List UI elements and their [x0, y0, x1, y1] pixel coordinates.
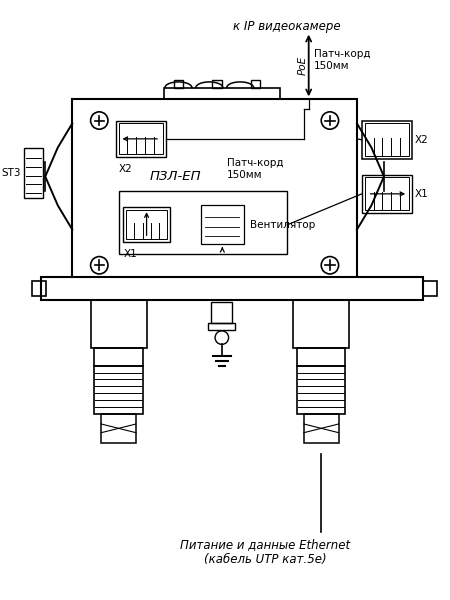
Text: PoE: PoE	[298, 56, 308, 75]
Bar	[304, 414, 338, 443]
Bar	[364, 178, 409, 210]
Text: Питание и данные Ethernet: Питание и данные Ethernet	[180, 538, 351, 551]
Text: к IP видеокамере: к IP видеокамере	[233, 20, 340, 33]
Bar	[364, 124, 409, 156]
Bar	[32, 281, 46, 296]
Text: ST3: ST3	[2, 167, 21, 178]
Bar	[126, 210, 167, 239]
Bar	[41, 277, 423, 300]
Text: X1: X1	[415, 189, 428, 199]
Bar	[293, 300, 349, 348]
Text: Патч-корд
150мм: Патч-корд 150мм	[227, 158, 283, 179]
Bar	[201, 205, 244, 244]
Text: X1: X1	[123, 249, 137, 259]
Bar	[362, 121, 412, 159]
Bar	[362, 175, 412, 213]
Bar	[119, 191, 288, 254]
Bar	[211, 302, 233, 323]
Bar	[123, 208, 170, 242]
Text: (кабель UTP кат.5e): (кабель UTP кат.5e)	[204, 553, 327, 566]
Bar	[164, 88, 280, 99]
Bar	[251, 80, 261, 88]
Text: X2: X2	[415, 135, 428, 145]
Bar	[94, 348, 143, 365]
Bar	[101, 414, 136, 443]
Bar	[24, 148, 43, 198]
Bar	[208, 323, 235, 330]
Bar	[72, 99, 357, 283]
Text: Вентилятор: Вентилятор	[250, 220, 315, 230]
Text: Патч-корд
150мм: Патч-корд 150мм	[314, 49, 370, 71]
Bar	[94, 365, 143, 414]
Bar	[119, 124, 163, 154]
Bar	[297, 365, 345, 414]
Bar	[90, 300, 147, 348]
Bar	[297, 348, 345, 365]
Text: ПЗЛ-ЕП: ПЗЛ-ЕП	[149, 170, 201, 183]
Bar	[116, 121, 166, 157]
Text: X2: X2	[119, 164, 132, 174]
Bar	[174, 80, 183, 88]
Bar	[212, 80, 222, 88]
Bar	[423, 281, 437, 296]
